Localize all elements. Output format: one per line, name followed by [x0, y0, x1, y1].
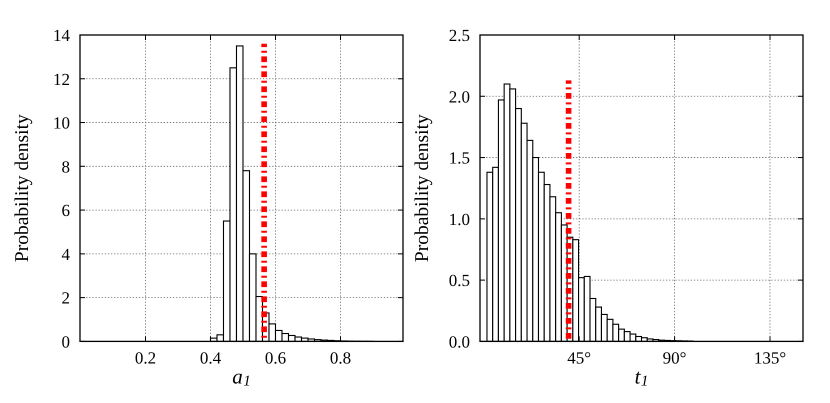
svg-text:1.5: 1.5 [449, 149, 470, 168]
svg-text:2.5: 2.5 [449, 26, 470, 45]
svg-text:0.6: 0.6 [265, 348, 286, 367]
svg-text:10: 10 [53, 114, 70, 133]
svg-text:0: 0 [62, 332, 71, 351]
svg-text:6: 6 [62, 201, 71, 220]
svg-text:Probability density: Probability density [412, 114, 433, 262]
svg-text:0.0: 0.0 [449, 332, 470, 351]
svg-text:14: 14 [53, 26, 71, 45]
svg-text:0.8: 0.8 [330, 348, 351, 367]
svg-text:1.0: 1.0 [449, 210, 470, 229]
svg-text:2.0: 2.0 [449, 87, 470, 106]
svg-text:90°: 90° [663, 348, 687, 367]
svg-text:135°: 135° [754, 348, 786, 367]
svg-text:Probability density: Probability density [12, 114, 33, 262]
svg-text:0.5: 0.5 [449, 271, 470, 290]
svg-text:0.2: 0.2 [135, 348, 156, 367]
svg-text:0.4: 0.4 [200, 348, 222, 367]
svg-text:8: 8 [62, 157, 71, 176]
svg-text:4: 4 [62, 245, 71, 264]
svg-text:12: 12 [53, 70, 70, 89]
svg-text:45°: 45° [567, 348, 591, 367]
svg-text:2: 2 [62, 289, 71, 308]
